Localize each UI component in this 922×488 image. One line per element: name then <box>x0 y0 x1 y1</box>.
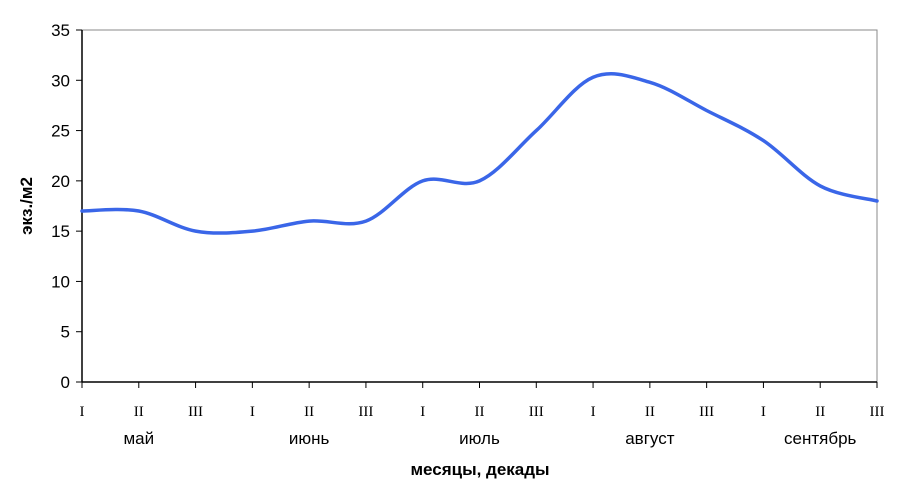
y-tick-label: 35 <box>51 21 70 40</box>
plot-frame <box>81 29 878 383</box>
x-tick-label: III <box>870 404 885 420</box>
x-tick-label: II <box>304 404 314 420</box>
y-tick-label: 25 <box>51 122 70 141</box>
month-label: август <box>625 429 674 448</box>
month-label: июль <box>459 429 500 448</box>
x-tick-label: I <box>250 404 255 420</box>
y-tick-label: 15 <box>51 222 70 241</box>
x-axis-title: месяцы, декады <box>410 460 549 479</box>
month-labels: май июнь июль август сентябрь <box>123 429 856 448</box>
x-tick-label: III <box>358 404 373 420</box>
y-tick-label: 30 <box>51 71 70 90</box>
y-tick-label: 10 <box>51 272 70 291</box>
x-tick-label: II <box>475 404 485 420</box>
x-tick-label: III <box>699 404 714 420</box>
y-tick-label: 5 <box>61 323 70 342</box>
x-ticks: I II III I II III I II III I II III I II III <box>80 382 885 420</box>
x-tick-label: III <box>529 404 544 420</box>
y-tick-label: 0 <box>61 373 70 392</box>
y-ticks: 0 5 10 15 20 25 30 35 <box>51 21 82 392</box>
month-label: май <box>123 429 154 448</box>
y-axis-title: экз./м2 <box>17 177 36 235</box>
month-label: сентябрь <box>784 429 857 448</box>
x-tick-label: I <box>80 404 85 420</box>
month-label: июнь <box>289 429 330 448</box>
x-tick-label: II <box>645 404 655 420</box>
x-tick-label: III <box>188 404 203 420</box>
x-tick-label: II <box>815 404 825 420</box>
x-tick-label: I <box>591 404 596 420</box>
series-line <box>80 72 879 235</box>
y-tick-label: 20 <box>51 172 70 191</box>
x-tick-label: I <box>761 404 766 420</box>
x-tick-label: I <box>420 404 425 420</box>
x-tick-label: II <box>134 404 144 420</box>
